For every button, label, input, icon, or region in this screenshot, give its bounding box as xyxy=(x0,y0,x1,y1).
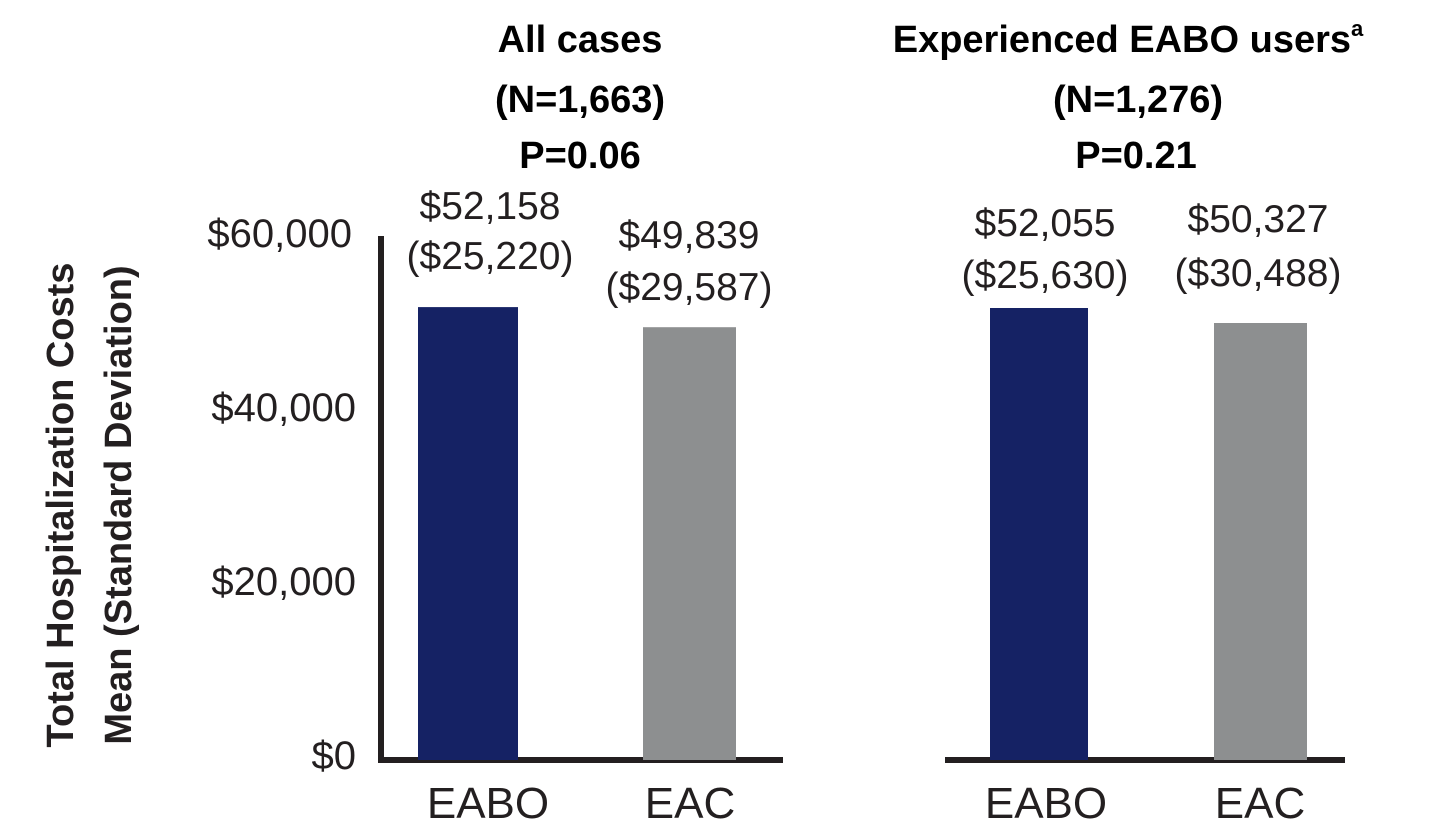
y-tick-label: $60,000 xyxy=(207,212,352,256)
bar-value-label: $49,839 xyxy=(619,214,760,257)
panel-title-line: All cases xyxy=(498,19,663,61)
bar-value-label: $50,327 xyxy=(1188,198,1329,241)
bar-eac xyxy=(643,327,736,760)
bar-sd-label: ($25,220) xyxy=(407,235,574,278)
y-tick-label: $0 xyxy=(312,734,357,778)
bar-eabo xyxy=(418,307,518,760)
panel-title-line: (N=1,276) xyxy=(1053,79,1223,121)
bar-sd-label: ($25,630) xyxy=(962,254,1129,297)
bar-eac xyxy=(1214,323,1307,760)
x-category-label: EABO xyxy=(427,779,549,828)
bar-sd-label: ($30,488) xyxy=(1175,252,1342,295)
panel-experienced-eabo-users: Experienced EABO usersa (N=1,276) P=0.21… xyxy=(893,16,1364,828)
bar-sd-label: ($29,587) xyxy=(606,266,773,309)
bar-value-label: $52,055 xyxy=(975,202,1116,245)
y-axis-title-line-2: Mean (Standard Deviation) xyxy=(98,265,140,744)
panel-title-superscript: a xyxy=(1351,16,1364,41)
panel-title-line: P=0.06 xyxy=(519,135,641,177)
y-tick-label: $20,000 xyxy=(211,560,356,604)
panel-title-line: Experienced EABO usersa xyxy=(893,16,1364,61)
x-category-label: EAC xyxy=(645,779,735,828)
panel-title-main: Experienced EABO users xyxy=(893,19,1351,61)
y-axis-title-line-1: Total Hospitalization Costs xyxy=(40,263,82,748)
bar-eabo xyxy=(990,308,1088,760)
panel-title-line: (N=1,663) xyxy=(495,79,665,121)
y-tick-label: $40,000 xyxy=(211,386,356,430)
x-category-label: EAC xyxy=(1215,779,1305,828)
panel-all-cases: All cases (N=1,663) P=0.06 $52,158 ($25,… xyxy=(378,19,783,828)
bar-value-label: $52,158 xyxy=(420,185,561,228)
panel-title-line: P=0.21 xyxy=(1075,135,1197,177)
x-category-label: EABO xyxy=(985,779,1107,828)
